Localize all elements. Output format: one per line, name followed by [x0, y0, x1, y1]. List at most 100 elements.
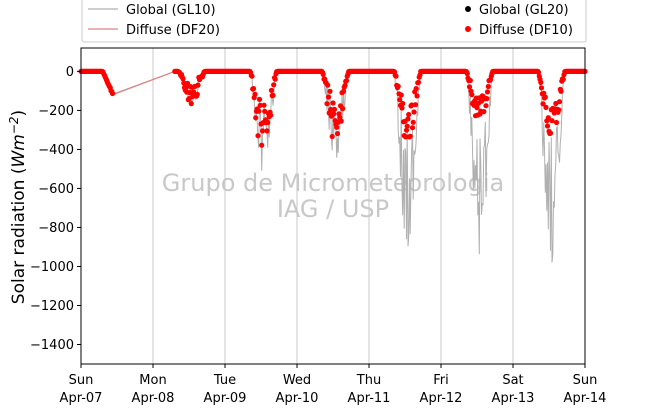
diffuse-df10-point [259, 128, 266, 134]
diffuse-df10-point [259, 142, 265, 148]
diffuse-df10-point [545, 115, 551, 121]
x-tick-label-date: Apr-08 [132, 391, 175, 406]
diffuse-df10-point [547, 130, 554, 136]
diffuse-df10-point [261, 102, 267, 108]
x-tick-label-date: Apr-12 [420, 391, 463, 406]
x-tick-label-day: Thu [356, 373, 381, 388]
diffuse-df10-point [272, 76, 278, 82]
diffuse-df10-point [415, 79, 422, 85]
diffuse-df10-point [549, 118, 555, 124]
diffuse-df10-point [412, 102, 419, 108]
x-tick-label-date: Apr-10 [276, 391, 319, 406]
diffuse-df10-point [403, 127, 410, 133]
diffuse-df10-point [558, 88, 564, 94]
diffuse-df10-point [409, 102, 415, 108]
y-tick-label: −1000 [30, 260, 74, 275]
diffuse-df10-point [180, 76, 186, 82]
diffuse-df10-point [556, 99, 563, 105]
legend-label-gl10: Global (GL10) [126, 3, 216, 18]
diffuse-df10-point [327, 88, 333, 94]
diffuse-df10-point [535, 69, 542, 75]
diffuse-df10-point [188, 101, 194, 107]
diffuse-df10-point [325, 82, 331, 88]
diffuse-df10-point [464, 71, 470, 77]
diffuse-df10-point [256, 96, 263, 102]
diffuse-df10-point [331, 111, 337, 117]
y-tick-label: −400 [38, 143, 74, 158]
diffuse-df10-point [405, 116, 411, 122]
diffuse-df10-point [407, 133, 413, 139]
series-global-gl10 [81, 70, 585, 263]
diffuse-df10-point [484, 96, 490, 102]
diffuse-df10-point [253, 115, 259, 121]
y-axis-label: Solar radiation (Wm−2) [7, 110, 29, 304]
vertical-gridlines [152, 48, 514, 364]
legend-frame [81, 0, 587, 43]
diffuse-df10-point [331, 106, 338, 112]
diffuse-df10-point [184, 80, 191, 86]
diffuse-df10-point [540, 101, 546, 107]
diffuse-df10-point [410, 119, 416, 125]
watermark-line-2: IAG / USP [277, 195, 389, 223]
x-tick-label-day: Tue [213, 373, 236, 388]
diffuse-df10-point [398, 92, 404, 98]
diffuse-df10-point [325, 94, 332, 100]
diffuse-df10-point [342, 82, 348, 89]
diffuse-df10-point [542, 94, 548, 100]
diffuse-df10-point [252, 91, 258, 97]
series-diffuse-df10 [78, 68, 588, 148]
diffuse-df10-point [395, 83, 401, 89]
x-tick-label-day: Sun [573, 373, 598, 388]
diffuse-df20-gap-line [112, 70, 175, 96]
x-tick-label-date: Apr-09 [204, 391, 247, 406]
y-tick-label: 0 [66, 65, 74, 80]
diffuse-df10-point [404, 123, 410, 129]
diffuse-df10-point [397, 97, 403, 103]
diffuse-df10-point [334, 124, 340, 130]
diffuse-df10-point [400, 100, 406, 107]
diffuse-df10-point [109, 90, 116, 97]
diffuse-df10-point [265, 119, 271, 126]
diffuse-df10-point [469, 92, 475, 98]
diffuse-df10-point [181, 80, 187, 86]
diffuse-df10-point [485, 83, 491, 90]
diffuse-df10-point [328, 106, 334, 113]
diffuse-df10-point [340, 88, 347, 94]
diffuse-df10-point [183, 85, 189, 91]
diffuse-df10-point [413, 86, 419, 92]
x-tick-label-date: Apr-13 [492, 391, 535, 406]
diffuse-df10-point [271, 82, 277, 88]
x-tick-label-day: Sat [502, 373, 523, 388]
diffuse-df10-point [399, 105, 405, 111]
legend-label-gl20: Global (GL20) [479, 3, 569, 18]
y-axis: 0 −200 −400 −600 −800 −1000 −1200 −1400 [30, 65, 81, 353]
diffuse-df10-point [393, 73, 399, 79]
diffuse-df10-point [338, 118, 344, 124]
diffuse-df10-point [194, 91, 200, 97]
y-tick-label: −600 [38, 182, 74, 197]
diffuse-df10-point [481, 109, 487, 115]
x-tick-label-day: Sun [69, 373, 94, 388]
diffuse-df10-point [538, 79, 544, 85]
diffuse-df10-point [544, 123, 551, 129]
diffuse-df10-point [268, 112, 274, 118]
diffuse-df10-point [474, 105, 480, 111]
diffuse-df10-point [270, 92, 276, 98]
global-gl10-line [81, 70, 585, 263]
diffuse-df10-point [409, 125, 416, 131]
x-tick-label-date: Apr-14 [564, 391, 607, 406]
legend-label-df10: Diffuse (DF10) [479, 23, 573, 38]
x-tick-label-date: Apr-07 [60, 391, 103, 406]
x-tick-label-day: Wed [283, 373, 311, 388]
diffuse-df10-point [255, 133, 261, 139]
diffuse-df10-point [256, 108, 262, 114]
x-tick-label-day: Mon [139, 373, 166, 388]
diffuse-df10-point [320, 71, 326, 77]
diffuse-df10-point [324, 101, 330, 107]
x-tick-label-day: Fri [433, 373, 449, 388]
legend-swatch-df10 [465, 26, 471, 32]
diffuse-df10-point [195, 82, 201, 88]
diffuse-df10-point [330, 100, 336, 106]
diffuse-df10-point [406, 111, 412, 118]
